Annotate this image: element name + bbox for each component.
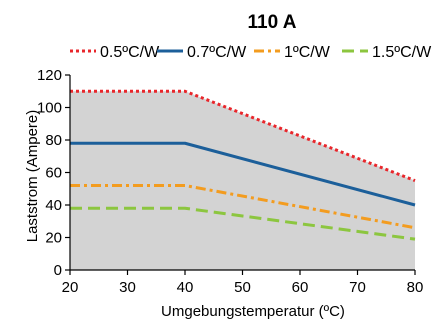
y-tick-label: 40 [45,197,62,214]
x-tick-label: 40 [177,279,194,296]
y-tick-label: 80 [45,132,62,149]
y-tick-label: 120 [37,67,62,84]
y-tick-label: 100 [37,100,62,117]
chart-title: 110 A [248,12,297,33]
x-tick-label: 70 [349,279,366,296]
legend-item-2: 0.7ºC/W [157,44,247,61]
legend-item-1: 0.5ºC/W [70,44,160,61]
y-tick-label: 0 [54,262,62,279]
series-line-2 [70,141,416,207]
legend-label: 1.5ºC/W [372,44,432,61]
x-tick-label: 30 [119,279,136,296]
legend-item-3: 1ºC/W [254,44,331,61]
x-tick-label: 20 [62,279,79,296]
legend-label: 1ºC/W [284,44,331,61]
series-line-4 [70,206,416,241]
x-tick-label: 60 [292,279,309,296]
y-tick-label: 20 [45,230,62,247]
x-tick-label: 50 [234,279,251,296]
plot-area [70,89,416,270]
legend-label: 0.5ºC/W [100,44,160,61]
y-axis-label: Laststrom (Ampere) [24,110,41,243]
shaded-area [70,91,415,270]
x-tick-label: 80 [407,279,424,296]
legend: 0.5ºC/W 0.7ºC/W 1ºC/W 1.5ºC/W [70,44,432,61]
series-line-1 [70,89,416,183]
series-line-3 [70,184,416,230]
legend-label: 0.7ºC/W [187,44,247,61]
x-axis-label: Umgebungstemperatur (ºC) [161,303,345,320]
legend-item-4: 1.5ºC/W [342,44,432,61]
y-tick-label: 60 [45,165,62,182]
